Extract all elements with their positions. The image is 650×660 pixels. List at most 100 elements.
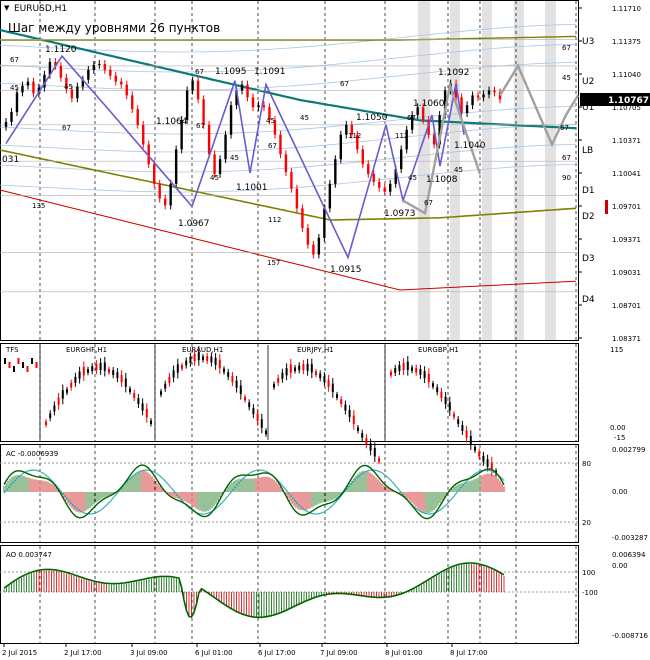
price-tick-label: 1.08371 (612, 335, 641, 343)
candle-body (70, 89, 74, 99)
tfs-body (432, 383, 434, 387)
level-mark: 45 (230, 154, 239, 162)
candle-body (361, 149, 364, 165)
step-caption: Шаг между уровнями 26 пунктов (8, 21, 220, 35)
time-tick-label: 3 Jul 09:00 (130, 649, 168, 657)
window-menu-icon[interactable]: ▼ (4, 4, 10, 12)
candle-body (59, 65, 63, 78)
candle-body (323, 208, 326, 238)
time-tick-label: 6 Jul 01:00 (195, 649, 233, 657)
ao-level-label: 100 (582, 569, 595, 577)
tfs-pair-label: EURJPY,H1 (297, 346, 334, 354)
tfs-body (411, 367, 413, 371)
time-gridlines (39, 1, 577, 643)
candle-body (268, 107, 271, 120)
ac-line (3, 464, 505, 520)
level-mark: 112 (395, 132, 408, 140)
candle-body (372, 173, 375, 182)
candle-body (120, 81, 123, 85)
level-mark: 67 (195, 68, 204, 76)
level-label-LB: LB (582, 146, 593, 156)
level-mark: 112 (268, 216, 281, 224)
level-mark: 67 (424, 199, 433, 207)
level-mark: 90 (562, 174, 571, 182)
tfs-body (453, 413, 455, 418)
level-mark: 157 (267, 259, 280, 267)
tfs-body (352, 415, 355, 425)
tfs-body (61, 390, 64, 399)
forecast-path (402, 63, 580, 216)
candle-body (65, 77, 68, 90)
tfs-body (185, 360, 188, 366)
tfs-body (206, 356, 209, 361)
d3-band (0, 149, 577, 221)
tfs-body (78, 371, 81, 379)
tfs-body (244, 396, 246, 401)
tfs-body (319, 373, 322, 379)
candle-body (142, 124, 145, 145)
price-tick-label: 1.10041 (612, 170, 641, 178)
tfs-tick: 115 (610, 346, 623, 354)
ao-panel: 0.006394 0.00 -0.008716 100 -100 (0, 551, 648, 640)
candle-body (471, 95, 474, 106)
time-tick-label: 7 Jul 09:00 (320, 649, 358, 657)
level-mark: 67 (340, 80, 349, 88)
channel-line (0, 44, 577, 73)
candle-body (400, 149, 403, 170)
tfs-body (427, 373, 430, 383)
tfs-body (227, 372, 230, 377)
level-label-D3: D3 (582, 254, 595, 264)
ac-level-label: 80 (582, 460, 591, 468)
channel-line (0, 24, 577, 53)
candle-body (312, 244, 315, 255)
ac-tick: -0.003287 (612, 534, 648, 542)
time-tick-label: 6 Jul 17:00 (258, 649, 296, 657)
forecast-line-1 (498, 63, 580, 148)
tfs-body (327, 379, 330, 387)
zigzag-label: 1.1064 (156, 117, 188, 127)
tfs-body (218, 359, 221, 369)
price-tick-label: 1.11040 (612, 71, 641, 79)
price-tick-label: 1.11710 (612, 5, 641, 13)
level-mark: 67 (196, 122, 205, 130)
tfs-body (478, 451, 481, 457)
level-mark: 67 (562, 154, 571, 162)
tfs-body (248, 402, 251, 408)
candle-body (43, 74, 46, 88)
tfs-body (87, 369, 89, 373)
zigzag-label: 1.0915 (330, 265, 362, 275)
level-marks: 67 45 67 67 67 45 67 45 45 67 112 112 135 112 157 67 67 4… (10, 44, 571, 267)
candle-body (196, 80, 200, 100)
candle-body (98, 63, 101, 65)
candle-body (15, 92, 19, 113)
tfs-body (273, 383, 275, 388)
tfs-body (189, 356, 192, 363)
tfs-body (66, 389, 68, 393)
price-tick-label: 1.10705 (612, 104, 641, 112)
zigzag-label: 1.1095 (215, 67, 247, 77)
tfs-body (281, 372, 284, 379)
candle-body (92, 64, 96, 70)
candle-body (81, 79, 85, 87)
tfs-body (210, 356, 213, 363)
level-label-U2: U2 (582, 77, 594, 87)
tfs-body (256, 413, 259, 421)
forecast-zone-2 (482, 1, 492, 340)
ao-tick: 0.00 (612, 562, 628, 570)
tfs-body (57, 397, 60, 405)
tfs-body (49, 413, 52, 419)
candle-body (394, 169, 397, 184)
candle-body (251, 97, 255, 108)
level-mark: 45 (408, 174, 417, 182)
tfs-body (35, 362, 38, 368)
candle-body (410, 115, 414, 130)
candle-body (147, 144, 150, 165)
ao-tick: 0.006394 (612, 551, 646, 559)
candle-body (416, 107, 419, 116)
time-tick-label: 8 Jul 01:00 (385, 649, 423, 657)
candles (4, 58, 502, 259)
time-axis: 2 Jul 2015 2 Jul 17:00 3 Jul 09:00 6 Jul 01… (2, 643, 488, 657)
candle-body (482, 94, 485, 98)
tfs-pair-label: EURGHF,H1 (66, 346, 107, 354)
zigzag-label: 1.1060 (413, 99, 445, 109)
